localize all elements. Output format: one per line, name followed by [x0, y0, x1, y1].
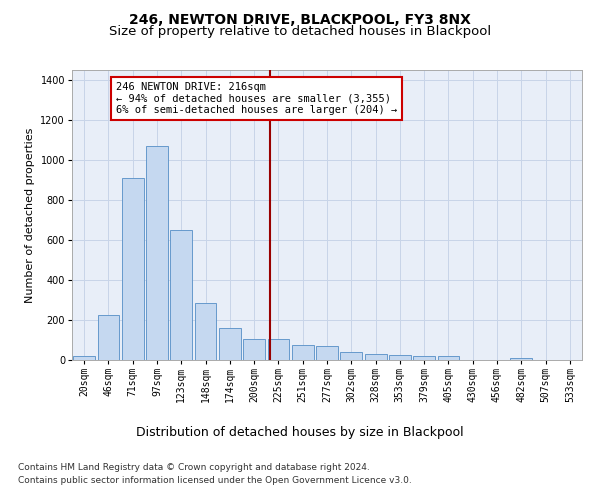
- Text: Size of property relative to detached houses in Blackpool: Size of property relative to detached ho…: [109, 25, 491, 38]
- Bar: [170, 230, 192, 360]
- Bar: [292, 345, 314, 360]
- Bar: [511, 358, 532, 360]
- Bar: [437, 356, 460, 360]
- Bar: [365, 354, 386, 360]
- Bar: [268, 339, 289, 360]
- Bar: [73, 356, 95, 360]
- Text: Distribution of detached houses by size in Blackpool: Distribution of detached houses by size …: [136, 426, 464, 439]
- Bar: [219, 328, 241, 360]
- Bar: [243, 339, 265, 360]
- Bar: [340, 352, 362, 360]
- Bar: [122, 178, 143, 360]
- Y-axis label: Number of detached properties: Number of detached properties: [25, 128, 35, 302]
- Text: Contains public sector information licensed under the Open Government Licence v3: Contains public sector information licen…: [18, 476, 412, 485]
- Text: Contains HM Land Registry data © Crown copyright and database right 2024.: Contains HM Land Registry data © Crown c…: [18, 462, 370, 471]
- Bar: [146, 146, 168, 360]
- Text: 246 NEWTON DRIVE: 216sqm
← 94% of detached houses are smaller (3,355)
6% of semi: 246 NEWTON DRIVE: 216sqm ← 94% of detach…: [116, 82, 397, 115]
- Bar: [194, 303, 217, 360]
- Bar: [413, 356, 435, 360]
- Bar: [97, 315, 119, 360]
- Text: 246, NEWTON DRIVE, BLACKPOOL, FY3 8NX: 246, NEWTON DRIVE, BLACKPOOL, FY3 8NX: [129, 12, 471, 26]
- Bar: [316, 346, 338, 360]
- Bar: [389, 355, 411, 360]
